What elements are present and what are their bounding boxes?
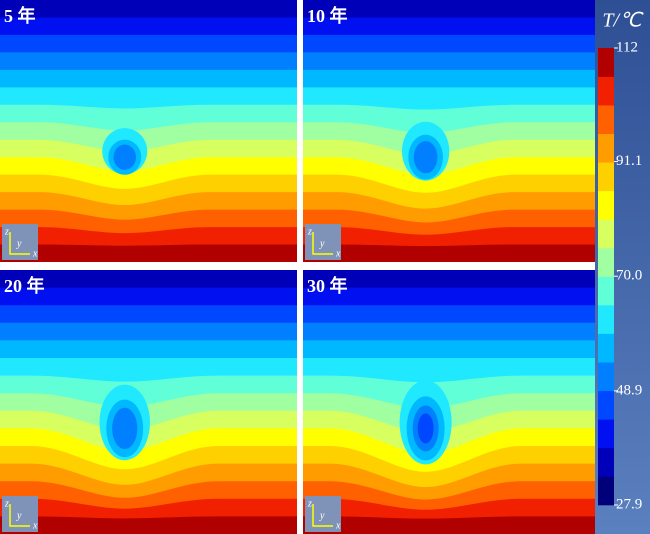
colorbar-title: T/℃ — [602, 10, 644, 32]
plume — [113, 144, 136, 170]
colorbar-swatch — [598, 362, 614, 392]
triad-label: x — [32, 248, 38, 259]
triad-label: y — [16, 238, 22, 249]
contour-band — [303, 516, 595, 534]
triad-axes — [9, 504, 30, 527]
colorbar-swatch — [598, 390, 614, 420]
triad-axes — [312, 504, 333, 527]
triad-axes — [312, 232, 333, 255]
panel-label: 20 年 — [4, 275, 45, 296]
triad-label: z — [307, 226, 312, 237]
colorbar-tick-label: 91.1 — [616, 153, 642, 169]
colorbar-tick-label: 112 — [616, 39, 638, 55]
triad-label: y — [319, 238, 325, 249]
colorbar-swatch — [598, 162, 614, 192]
panel-label: 30 年 — [307, 275, 348, 296]
contour-band — [303, 244, 595, 262]
panel: 30 年 zyx — [303, 270, 595, 534]
panel: 10 年 zyx — [303, 0, 595, 262]
triad-axes — [9, 232, 30, 255]
panel-label: 10 年 — [307, 5, 348, 26]
colorbar-swatch — [598, 48, 614, 77]
colorbar-swatch — [598, 476, 614, 506]
plume — [417, 413, 434, 444]
contour-band — [0, 516, 297, 534]
colorbar-swatch — [598, 305, 614, 334]
colorbar-swatch — [598, 276, 614, 306]
panel-field — [0, 270, 297, 534]
panel-field — [303, 270, 595, 534]
colorbar-swatch — [598, 105, 614, 134]
triad-label: y — [16, 510, 22, 521]
panel-field — [303, 0, 595, 262]
triad-label: x — [335, 248, 341, 259]
colorbar-tick-label: 48.9 — [616, 382, 642, 398]
colorbar-swatch — [598, 76, 614, 106]
colorbar-swatch — [598, 190, 614, 220]
triad-label: x — [32, 520, 38, 531]
colorbar-swatch — [598, 333, 614, 363]
contour-band — [0, 244, 297, 262]
triad-label: z — [307, 498, 312, 509]
colorbar-swatch — [598, 133, 614, 163]
colorbar-swatch — [598, 419, 614, 449]
colorbar-swatch — [598, 247, 614, 277]
colorbar-tick-label: 27.9 — [616, 496, 642, 512]
panel: 20 年 zyx — [0, 270, 297, 534]
triad-label: z — [4, 226, 9, 237]
plume — [112, 407, 138, 450]
triad-label: z — [4, 498, 9, 509]
panel-label: 5 年 — [4, 5, 36, 26]
panel-field — [0, 0, 297, 262]
panel: 5 年 zyx — [0, 0, 297, 262]
triad-label: x — [335, 520, 341, 531]
colorbar-tick-label: 70.0 — [616, 268, 642, 284]
plume — [413, 141, 438, 174]
colorbar-swatch — [598, 219, 614, 249]
colorbar-swatch — [598, 447, 614, 477]
triad-label: y — [319, 510, 325, 521]
